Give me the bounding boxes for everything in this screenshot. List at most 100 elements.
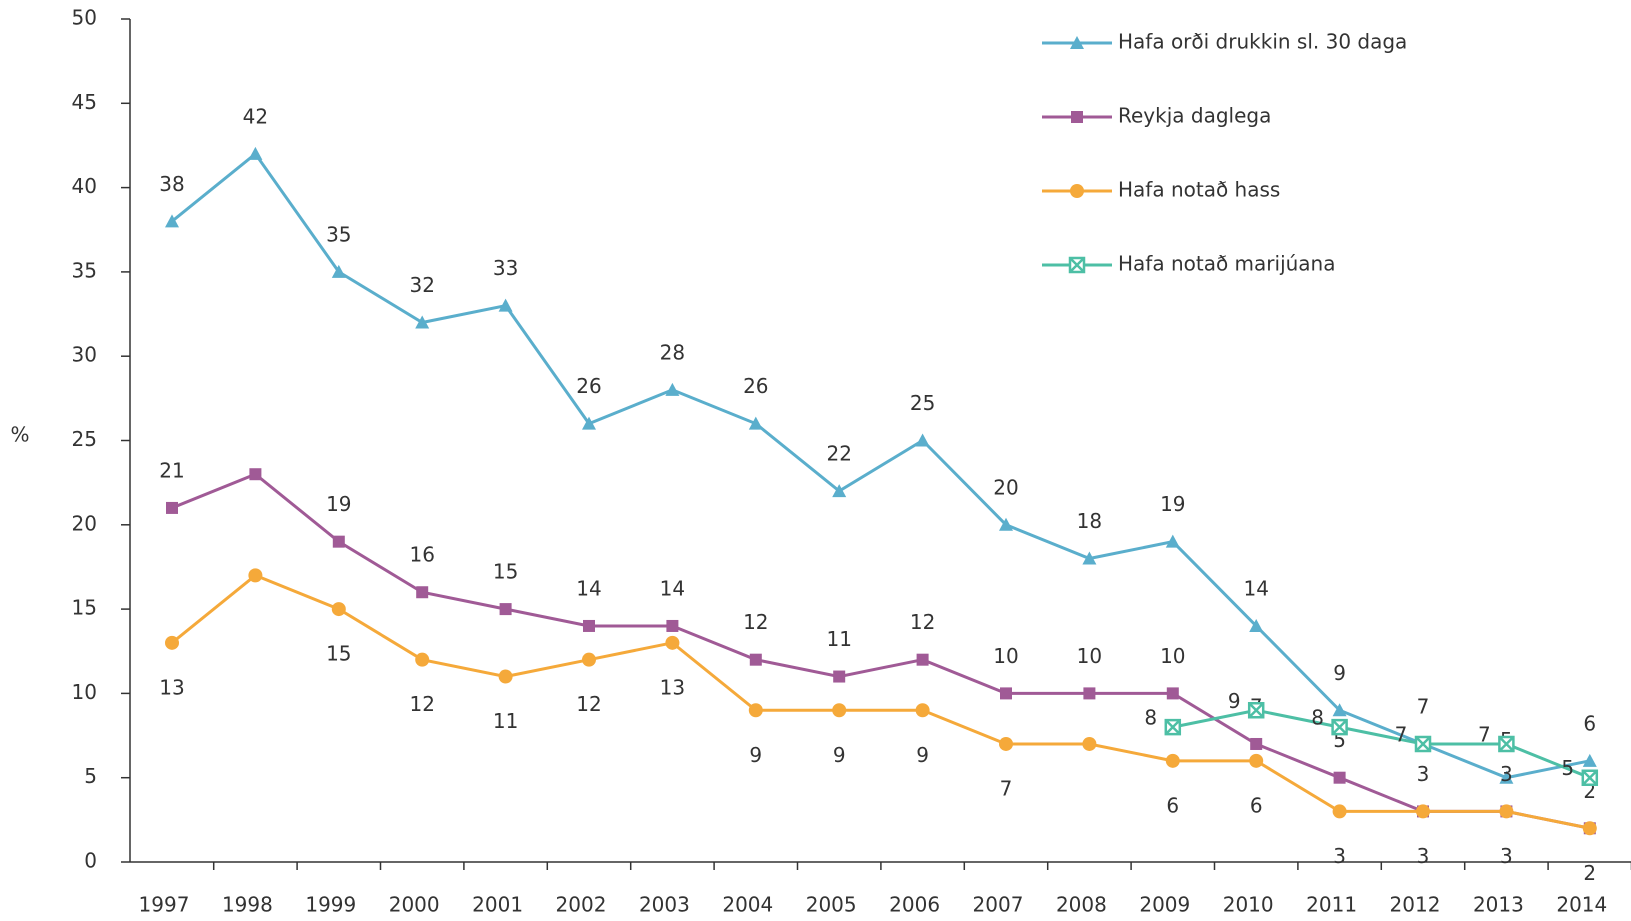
x-tick-label: 2012 <box>1390 893 1441 917</box>
data-point <box>1249 618 1264 632</box>
y-tick-label: 0 <box>84 849 97 873</box>
data-point <box>1250 737 1263 750</box>
data-point <box>748 416 763 430</box>
x-tick-label: 2001 <box>472 893 523 917</box>
legend-label: Hafa orði drukkin sl. 30 daga <box>1118 30 1407 54</box>
x-tick-label: 2003 <box>639 893 690 917</box>
data-point <box>1082 736 1097 751</box>
data-label: 42 <box>243 104 268 128</box>
data-point <box>1331 718 1348 736</box>
data-label: 7 <box>1395 722 1408 746</box>
data-point <box>416 586 429 599</box>
data-label: 2 <box>1583 861 1596 885</box>
data-label: 21 <box>159 458 184 482</box>
x-tick-label: 2011 <box>1306 893 1357 917</box>
data-point <box>748 703 763 718</box>
data-label: 12 <box>743 610 768 634</box>
data-point <box>1581 769 1599 786</box>
data-point <box>665 382 680 396</box>
data-point <box>749 653 762 666</box>
data-label: 7 <box>1000 776 1013 800</box>
data-label: 3 <box>1333 844 1346 868</box>
data-label: 13 <box>159 675 184 699</box>
data-label: 11 <box>493 709 518 733</box>
data-point <box>1333 771 1346 784</box>
y-tick-label: 40 <box>72 174 97 198</box>
data-point <box>582 416 596 430</box>
data-point <box>331 264 346 278</box>
data-label: 11 <box>826 627 851 651</box>
data-point <box>1582 753 1597 767</box>
data-point <box>1165 534 1180 548</box>
data-point <box>582 652 596 667</box>
data-label: 15 <box>326 642 351 666</box>
data-label: 19 <box>1160 492 1185 516</box>
data-label: 7 <box>1417 694 1430 718</box>
data-point <box>415 315 430 329</box>
y-tick-label: 10 <box>72 680 97 704</box>
data-label: 9 <box>749 743 762 767</box>
legend-marker <box>1071 111 1083 123</box>
data-label: 26 <box>576 374 601 398</box>
y-tick-label: 35 <box>72 258 97 282</box>
x-tick-label: 2007 <box>973 893 1024 917</box>
data-point <box>1416 804 1430 819</box>
data-point <box>415 652 430 667</box>
data-label: 26 <box>743 374 768 398</box>
x-tick-label: 1997 <box>139 893 190 917</box>
data-label: 22 <box>826 442 851 466</box>
x-tick-label: 1998 <box>222 893 273 917</box>
x-tick-label: 2009 <box>1139 893 1190 917</box>
data-point <box>165 635 179 650</box>
data-label: 10 <box>1077 644 1102 668</box>
data-point <box>915 703 930 718</box>
data-label: 3 <box>1417 762 1430 786</box>
data-label: 13 <box>660 675 685 699</box>
data-point <box>1165 753 1180 768</box>
data-label: 15 <box>493 560 518 584</box>
data-label: 6 <box>1250 793 1263 817</box>
data-label: 12 <box>576 692 601 716</box>
data-point <box>915 433 930 447</box>
x-tick-label: 2014 <box>1556 893 1607 917</box>
data-point <box>1414 735 1432 753</box>
data-label: 9 <box>916 743 929 767</box>
data-label: 19 <box>326 492 351 516</box>
data-label: 12 <box>409 692 434 716</box>
data-point <box>1332 703 1347 717</box>
data-point <box>1083 687 1096 700</box>
data-label: 5 <box>1561 756 1574 780</box>
data-point <box>1247 702 1265 719</box>
data-point <box>499 603 512 616</box>
data-label: 8 <box>1144 706 1157 730</box>
data-point <box>1582 821 1597 836</box>
data-label: 3 <box>1500 762 1513 786</box>
data-label: 14 <box>576 576 601 600</box>
data-label: 14 <box>1243 576 1268 600</box>
data-point <box>999 736 1013 751</box>
data-label: 33 <box>493 256 518 280</box>
data-label: 14 <box>660 576 685 600</box>
data-point <box>666 619 679 632</box>
data-point <box>249 468 262 481</box>
x-tick-label: 2005 <box>806 893 857 917</box>
data-label: 3 <box>1500 844 1513 868</box>
data-point <box>1082 551 1097 565</box>
y-tick-label: 15 <box>72 596 97 620</box>
data-point <box>248 146 263 160</box>
data-point <box>583 619 595 632</box>
data-label: 9 <box>1228 689 1241 713</box>
series-line <box>171 573 1591 830</box>
data-point <box>1332 804 1347 819</box>
data-point <box>498 298 513 312</box>
data-point <box>916 653 929 666</box>
data-point <box>165 214 179 228</box>
legend-label: Reykja daglega <box>1118 104 1271 128</box>
y-tick-label: 50 <box>72 6 97 30</box>
data-point <box>331 602 346 617</box>
data-label: 7 <box>1478 722 1491 746</box>
series-line <box>171 472 1591 830</box>
data-label: 10 <box>1160 644 1185 668</box>
y-tick-label: 45 <box>72 90 97 114</box>
